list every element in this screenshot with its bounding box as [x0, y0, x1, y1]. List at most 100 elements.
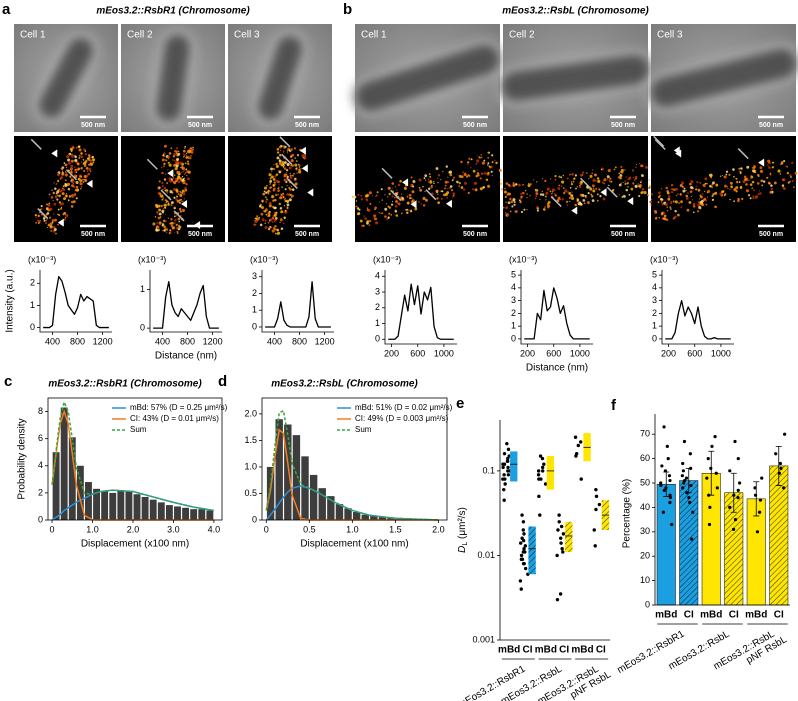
data-point	[782, 486, 786, 490]
localization	[88, 164, 90, 166]
localization	[374, 206, 378, 210]
data-point	[753, 486, 757, 490]
localization	[679, 193, 682, 196]
localizations	[351, 151, 503, 228]
localization	[63, 162, 66, 164]
localization	[787, 181, 790, 184]
localization	[285, 172, 287, 174]
localization	[366, 199, 369, 202]
localization	[523, 208, 526, 211]
localization	[445, 165, 448, 168]
y-tick-label: 30	[640, 526, 650, 536]
localization	[768, 166, 771, 169]
localization	[674, 209, 677, 213]
localization	[173, 163, 177, 167]
localization	[627, 186, 629, 188]
localization	[170, 221, 174, 225]
data-point	[523, 550, 527, 554]
localization	[271, 171, 273, 173]
histogram-bar	[335, 504, 344, 520]
localization	[175, 147, 179, 150]
x-tick-label: 200	[520, 348, 535, 358]
localization	[167, 161, 170, 164]
localization	[682, 189, 686, 193]
y-tick-label: 10	[640, 575, 650, 585]
localization	[418, 178, 422, 182]
x-category-label: CI	[729, 610, 739, 621]
localization	[263, 190, 266, 193]
localization	[84, 153, 88, 156]
localization	[188, 150, 191, 154]
localization	[706, 183, 708, 185]
localization	[437, 193, 439, 195]
localization	[557, 196, 561, 200]
localization	[64, 216, 67, 219]
localization	[152, 222, 156, 226]
localization	[551, 190, 554, 193]
localization	[69, 175, 72, 178]
y-multiplier: (x10⁻³)	[138, 254, 166, 264]
localization	[637, 183, 640, 185]
localization	[181, 191, 184, 195]
data-point	[537, 477, 541, 481]
data-point	[518, 579, 523, 583]
localization	[380, 212, 382, 214]
localization	[261, 218, 265, 222]
data-point	[733, 518, 738, 522]
localization	[504, 187, 506, 190]
localization	[406, 201, 410, 205]
localization	[288, 166, 292, 170]
localization	[180, 198, 182, 201]
scale-bar-label: 500 nm	[463, 231, 487, 238]
scale-bar-label: 500 nm	[81, 122, 105, 129]
localization	[162, 219, 166, 223]
localization	[700, 208, 702, 210]
y-tick-label: 2	[652, 308, 657, 318]
localization	[738, 181, 741, 183]
localization	[55, 195, 57, 198]
data-point	[541, 469, 545, 473]
localization	[282, 192, 285, 195]
localization	[47, 204, 51, 207]
localization	[55, 197, 57, 199]
localization	[269, 183, 271, 185]
localization	[174, 215, 176, 218]
localization	[184, 180, 186, 182]
localization	[279, 196, 283, 200]
localization	[270, 226, 272, 228]
localization	[282, 196, 285, 199]
localization	[603, 178, 607, 182]
hatch	[724, 492, 743, 605]
data-point	[501, 477, 505, 481]
localization	[280, 218, 282, 220]
localization	[690, 195, 693, 197]
localization	[740, 167, 743, 170]
data-point	[659, 483, 663, 488]
localization	[661, 203, 664, 206]
localization	[283, 167, 287, 170]
localization	[48, 193, 51, 196]
fit-curve	[265, 428, 439, 521]
localization	[645, 166, 648, 169]
localization	[80, 155, 84, 159]
data-point	[708, 505, 712, 509]
y-tick-label: 70	[640, 429, 650, 439]
localization	[164, 206, 167, 209]
localization	[482, 186, 486, 189]
localization	[180, 171, 182, 173]
localization	[463, 181, 467, 185]
localization	[571, 172, 574, 176]
localization	[274, 175, 277, 178]
localization	[470, 166, 472, 169]
localization	[668, 195, 671, 198]
localization	[701, 193, 704, 195]
data-point	[519, 541, 523, 545]
fluorescence-image	[14, 136, 118, 242]
localization	[285, 180, 288, 184]
localization	[162, 189, 164, 191]
localization	[487, 156, 490, 159]
localization	[46, 203, 48, 206]
localization	[699, 195, 703, 199]
localization	[259, 223, 263, 227]
profile-line	[43, 275, 109, 329]
